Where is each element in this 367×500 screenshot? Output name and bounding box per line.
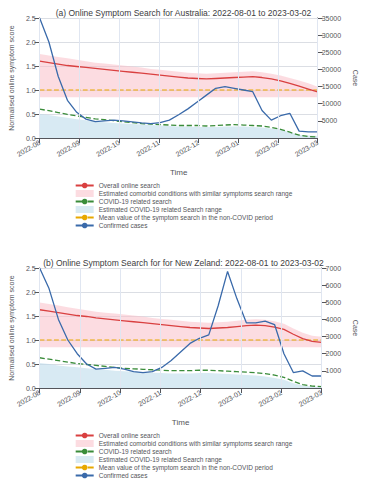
svg-text:2023-03: 2023-03: [294, 139, 320, 158]
svg-text:2022-12: 2022-12: [175, 139, 201, 158]
svg-text:2022-08: 2022-08: [16, 389, 42, 408]
svg-text:5000: 5000: [322, 117, 338, 124]
svg-text:0.5: 0.5: [26, 111, 36, 118]
svg-text:35000: 35000: [322, 15, 342, 22]
svg-text:7000: 7000: [326, 265, 342, 272]
svg-text:2.5: 2.5: [26, 15, 36, 22]
svg-text:Mean value of the symptom sear: Mean value of the symptom search in the …: [99, 464, 274, 472]
svg-text:Overall online search: Overall online search: [99, 182, 160, 189]
svg-text:Time: Time: [172, 418, 190, 427]
svg-text:Normalised online symptom scor: Normalised online symptom score: [8, 275, 16, 381]
svg-text:2022-10: 2022-10: [96, 389, 122, 408]
svg-text:Mean value of the symptom sear: Mean value of the symptom search in the …: [99, 214, 274, 222]
svg-text:Overall online search: Overall online search: [99, 432, 160, 439]
svg-text:6000: 6000: [326, 282, 342, 289]
svg-text:0.0: 0.0: [25, 384, 36, 392]
svg-text:1000: 1000: [326, 367, 342, 374]
svg-text:2023-01: 2023-01: [214, 139, 240, 158]
svg-text:2022-08: 2022-08: [16, 139, 42, 158]
svg-text:1.5: 1.5: [26, 63, 36, 70]
svg-text:2023-03: 2023-03: [298, 389, 324, 408]
svg-text:2023-02: 2023-02: [254, 139, 280, 158]
svg-text:2022-11: 2022-11: [137, 389, 162, 408]
svg-text:25000: 25000: [322, 49, 342, 56]
svg-text:1.0: 1.0: [26, 337, 36, 344]
svg-text:Normalised online symptom scor: Normalised online symptom score: [8, 25, 16, 131]
svg-text:Case: Case: [352, 320, 359, 336]
svg-text:3000: 3000: [326, 333, 342, 340]
svg-text:2022-10: 2022-10: [95, 139, 121, 158]
svg-text:2022-12: 2022-12: [177, 389, 203, 408]
svg-text:Estimated COVID-19 related Sea: Estimated COVID-19 related Search range: [99, 206, 223, 214]
svg-text:Confirmed cases: Confirmed cases: [99, 472, 149, 479]
svg-text:2022-11: 2022-11: [135, 139, 160, 158]
svg-text:2023-02: 2023-02: [257, 389, 283, 408]
svg-text:Estimated comorbid conditions: Estimated comorbid conditions with simil…: [99, 190, 293, 198]
svg-text:10000: 10000: [322, 100, 342, 107]
svg-text:5000: 5000: [326, 299, 342, 306]
svg-text:2000: 2000: [326, 350, 342, 357]
svg-text:(b) Online Symptom Search for: (b) Online Symptom Search for for New Ze…: [43, 258, 324, 268]
svg-text:2022-09: 2022-09: [56, 389, 82, 408]
svg-text:COVID-19 related search: COVID-19 related search: [99, 198, 172, 205]
svg-text:Estimated comorbid conditions: Estimated comorbid conditions with simil…: [99, 440, 293, 448]
svg-text:2023-01: 2023-01: [217, 389, 243, 408]
svg-text:Confirmed cases: Confirmed cases: [99, 222, 149, 229]
svg-text:2.0: 2.0: [26, 289, 36, 296]
svg-text:0.5: 0.5: [26, 361, 36, 368]
svg-text:4000: 4000: [326, 316, 342, 323]
svg-text:0.0: 0.0: [25, 134, 36, 142]
svg-text:1.5: 1.5: [26, 313, 36, 320]
svg-text:COVID-19 related search: COVID-19 related search: [99, 448, 172, 455]
svg-text:15000: 15000: [322, 83, 342, 90]
svg-text:2.5: 2.5: [26, 265, 36, 272]
svg-text:30000: 30000: [322, 32, 342, 39]
svg-text:Estimated COVID-19 related Sea: Estimated COVID-19 related Search range: [99, 456, 223, 464]
svg-text:2.0: 2.0: [26, 39, 36, 46]
svg-text:1.0: 1.0: [26, 87, 36, 94]
svg-text:Time: Time: [170, 168, 188, 177]
svg-text:Case: Case: [352, 70, 359, 86]
svg-text:2022-09: 2022-09: [55, 139, 81, 158]
svg-text:20000: 20000: [322, 66, 342, 73]
svg-text:(a) Online Symptom Search for: (a) Online Symptom Search for Australia:…: [56, 8, 312, 18]
